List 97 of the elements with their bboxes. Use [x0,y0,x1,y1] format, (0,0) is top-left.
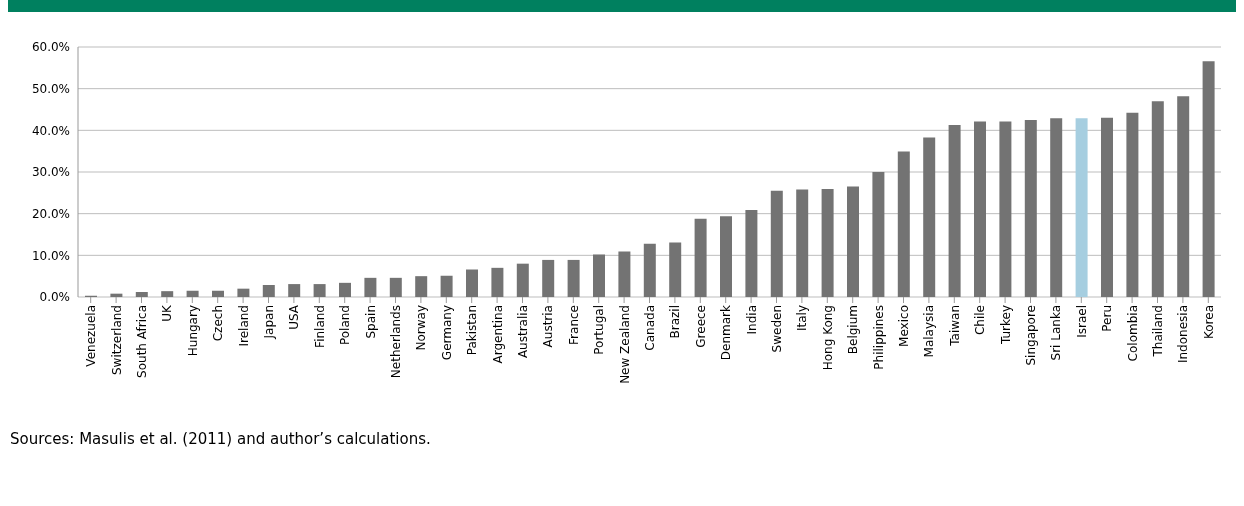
x-tick-label: Netherlands [389,305,404,379]
x-tick-label: Mexico [897,305,912,347]
bar [567,259,580,297]
bar [389,277,402,297]
y-tick-label: 20.0% [31,206,70,221]
x-tick-label: Malaysia [922,305,937,358]
bar [135,292,148,297]
bar [110,293,123,297]
x-tick-label: USA [287,304,302,330]
x-tick-label: Argentina [490,305,505,364]
x-tick-label: South Africa [135,305,150,378]
y-tick-label: 30.0% [31,165,70,180]
x-tick-label: Canada [643,305,658,351]
bar [1151,101,1164,297]
x-tick-label: Japan [262,305,277,340]
x-tick-label: Chile [973,305,988,336]
x-tick-label: New Zealand [617,305,632,384]
bar [262,284,275,297]
source-note: Sources: Masulis et al. (2011) and author’s calculations. [10,430,432,448]
bar [212,290,224,297]
x-tick-label: Turkey [998,305,1013,346]
bar [466,269,478,297]
bar [796,189,809,297]
bar [1126,112,1139,297]
y-tick-label: 10.0% [31,248,70,263]
x-tick-label: Sweden [770,305,785,353]
bar [669,242,682,297]
bar [339,282,351,297]
x-tick-label: Brazil [668,305,683,339]
x-tick-label: Colombia [1125,305,1140,362]
y-tick-label: 0.0% [39,290,70,305]
bar [618,251,631,297]
y-tick-label: 50.0% [31,81,70,96]
x-tick-label: Venezuela [84,305,99,367]
bar [1177,96,1190,297]
x-tick-label: France [566,305,581,345]
x-tick-label: Philippines [871,305,886,370]
bar [821,189,834,297]
bar [1024,119,1037,297]
bar [872,172,885,297]
bar [288,284,301,297]
bar [161,291,174,297]
x-tick-label: Greece [693,305,708,348]
bar [923,137,936,297]
x-tick-label: Singapore [1024,305,1039,366]
x-tick-label: UK [160,303,175,322]
x-tick-label: India [744,305,759,335]
x-tick-label: Denmark [719,304,734,361]
bar [1050,118,1063,297]
bar [186,290,199,297]
bar [999,121,1012,297]
x-tick-label: Australia [516,305,531,359]
x-tick-label: Sri Lanka [1049,305,1064,361]
x-tick-label: Czech [211,305,226,342]
bar [593,254,605,297]
x-tick-label: Korea [1201,305,1216,340]
bar [770,190,783,297]
x-tick-label: Pakistan [465,305,480,356]
x-tick-label: Hungary [185,305,200,357]
bar [491,267,504,297]
x-tick-label: Norway [414,305,429,351]
bar [897,151,910,297]
x-tick-label: Belgium [846,305,861,355]
x-tick-label: Ireland [236,305,251,347]
x-tick-label: Thailand [1151,305,1166,358]
bar [440,275,453,297]
x-tick-label: Austria [541,305,556,348]
x-tick-label: Hong Kong [820,305,835,371]
bar [694,218,707,297]
x-tick-label: Finland [312,305,327,348]
x-tick-label: Indonesia [1176,305,1191,364]
bar [974,121,986,297]
y-tick-label: 60.0% [31,40,70,55]
x-tick-label: Poland [338,305,353,346]
x-tick-label: Taiwan [947,305,962,347]
bar [313,284,326,297]
bar [364,277,377,297]
x-tick-label: Portugal [592,305,607,355]
bar [542,259,555,297]
x-tick-label: Israel [1074,305,1089,338]
bar [1202,61,1215,297]
y-tick-label: 40.0% [31,123,70,138]
bar [948,124,961,297]
bar [1075,118,1088,297]
x-tick-label: Peru [1100,305,1115,332]
bar [1101,117,1113,297]
bar [745,209,758,297]
bar [847,186,859,297]
bar [516,263,529,297]
x-tick-label: Germany [439,305,454,361]
bar [237,288,250,297]
bar [643,243,656,297]
x-tick-label: Italy [795,305,810,332]
x-tick-label: Switzerland [109,305,124,375]
x-tick-label: Spain [363,305,378,339]
bar [415,276,428,297]
bar [720,216,732,297]
